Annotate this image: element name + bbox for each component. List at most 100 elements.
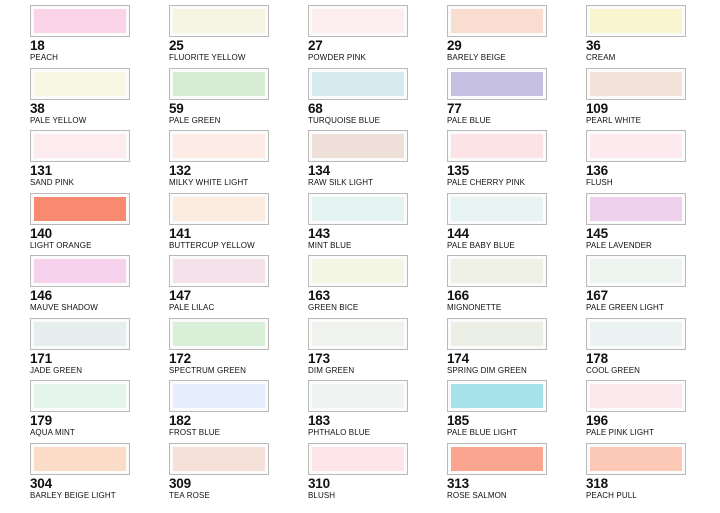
color-swatch — [308, 380, 408, 412]
color-fill — [451, 196, 543, 221]
color-fill — [34, 321, 126, 346]
color-swatch — [169, 130, 269, 162]
swatch-card: 174 SPRING DIM GREEN — [447, 317, 586, 381]
color-swatch — [30, 255, 130, 287]
color-fill — [590, 259, 682, 283]
color-number: 143 — [308, 225, 330, 241]
color-number: 166 — [447, 288, 469, 303]
color-name: PALE PINK LIGHT — [586, 428, 655, 437]
color-name: BUTTERCUP YELLOW — [169, 240, 255, 250]
color-swatch — [30, 5, 130, 37]
color-number: 146 — [30, 288, 52, 303]
color-fill — [451, 259, 543, 283]
color-fill — [451, 9, 543, 33]
color-swatch — [308, 442, 408, 475]
color-fill — [312, 71, 404, 96]
color-number: 309 — [169, 475, 191, 491]
swatch-card: 25 FLUORITE YELLOW — [169, 5, 308, 68]
color-number: 144 — [447, 225, 469, 241]
color-name: PALE CHERRY PINK — [447, 178, 526, 187]
color-name: MILKY WHITE LIGHT — [169, 178, 249, 187]
swatch-card: 147 PALE LILAC — [169, 255, 308, 318]
color-fill — [451, 384, 543, 408]
color-fill — [173, 259, 265, 283]
color-fill — [312, 446, 404, 471]
swatch-card: 134 RAW SILK LIGHT — [308, 130, 447, 193]
swatch-card: 171 JADE GREEN — [30, 317, 169, 381]
color-fill — [590, 321, 682, 346]
color-swatch — [586, 5, 686, 37]
color-fill — [590, 196, 682, 221]
color-name: TEA ROSE — [169, 490, 210, 500]
color-name: PALE BABY BLUE — [447, 240, 515, 250]
color-swatch — [447, 5, 547, 37]
color-number: 196 — [586, 413, 608, 428]
color-swatch — [586, 192, 686, 225]
color-swatch — [169, 5, 269, 37]
swatch-card: 144 PALE BABY BLUE — [447, 192, 586, 256]
color-fill — [34, 259, 126, 283]
color-fill — [451, 71, 543, 96]
color-number: 131 — [30, 163, 52, 178]
color-number: 36 — [586, 38, 601, 53]
color-number: 147 — [169, 288, 191, 303]
color-name: BLUSH — [308, 490, 336, 500]
swatch-card: 318 PEACH PULL — [586, 442, 720, 506]
swatch-card: 163 GREEN BICE — [308, 255, 447, 318]
color-swatch — [30, 380, 130, 412]
color-swatch — [30, 317, 130, 350]
color-number: 132 — [169, 163, 191, 178]
color-swatch — [30, 442, 130, 475]
swatch-card: 141 BUTTERCUP YELLOW — [169, 192, 308, 256]
color-swatch — [308, 255, 408, 287]
swatch-card: 167 PALE GREEN LIGHT — [586, 255, 720, 318]
color-fill — [590, 384, 682, 408]
color-swatch — [169, 317, 269, 350]
color-swatch — [586, 130, 686, 162]
color-name: PHTHALO BLUE — [308, 428, 371, 437]
color-number: 109 — [586, 100, 608, 116]
swatch-card: 59 PALE GREEN — [169, 67, 308, 131]
color-number: 145 — [586, 225, 608, 241]
swatch-card: 172 SPECTRUM GREEN — [169, 317, 308, 381]
color-fill — [173, 321, 265, 346]
color-fill — [173, 196, 265, 221]
color-number: 135 — [447, 163, 469, 178]
color-number: 318 — [586, 475, 608, 491]
color-swatch — [169, 442, 269, 475]
color-name: PALE YELLOW — [30, 115, 87, 125]
color-number: 38 — [30, 100, 45, 116]
color-fill — [451, 446, 543, 471]
color-swatch — [169, 380, 269, 412]
color-swatch — [447, 442, 547, 475]
color-fill — [34, 196, 126, 221]
color-swatch — [169, 67, 269, 100]
swatch-card: 146 MAUVE SHADOW — [30, 255, 169, 318]
color-number: 183 — [308, 413, 330, 428]
swatch-card: 132 MILKY WHITE LIGHT — [169, 130, 308, 193]
color-name: TURQUOISE BLUE — [308, 115, 381, 125]
color-swatch — [447, 317, 547, 350]
swatch-card: 179 AQUA MINT — [30, 380, 169, 443]
swatch-card: 143 MINT BLUE — [308, 192, 447, 256]
color-number: 174 — [447, 350, 469, 366]
color-fill — [590, 134, 682, 158]
color-name: MINT BLUE — [308, 240, 352, 250]
color-number: 18 — [30, 38, 45, 53]
color-name: FLUSH — [586, 178, 613, 187]
color-number: 167 — [586, 288, 608, 303]
color-number: 59 — [169, 100, 184, 116]
color-name: MAUVE SHADOW — [30, 303, 98, 312]
color-fill — [173, 384, 265, 408]
color-swatch — [447, 130, 547, 162]
color-name: MIGNONETTE — [447, 303, 502, 312]
color-swatch — [169, 192, 269, 225]
color-number: 134 — [308, 163, 330, 178]
color-swatch — [586, 255, 686, 287]
swatch-card: 313 ROSE SALMON — [447, 442, 586, 506]
color-swatch — [586, 442, 686, 475]
color-number: 163 — [308, 288, 330, 303]
color-swatch — [308, 67, 408, 100]
color-swatch — [586, 67, 686, 100]
